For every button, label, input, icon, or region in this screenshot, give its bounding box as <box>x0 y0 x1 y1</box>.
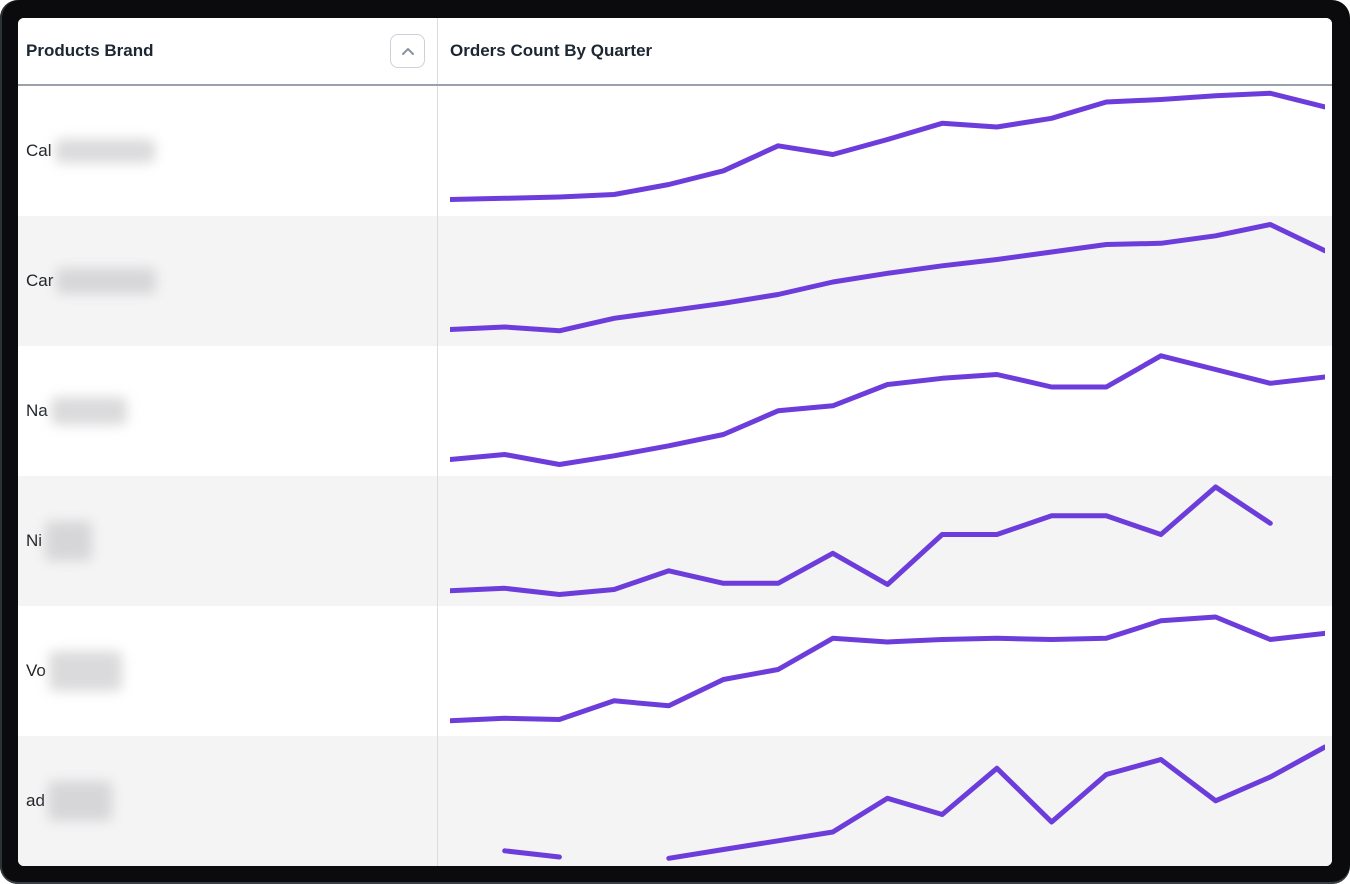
brand-label-text: Na <box>26 401 48 420</box>
sparkline-cell <box>438 476 1332 606</box>
sparkline-chart <box>450 90 1325 202</box>
sparkline-segment <box>450 484 1273 597</box>
brand-label-text: Cal <box>26 141 52 160</box>
column-header-products-brand[interactable]: Products Brand <box>18 18 438 84</box>
redacted-brand-blur <box>50 397 127 425</box>
brand-label-cell: Vo <box>18 606 438 736</box>
brand-label-cell: ad <box>18 736 438 866</box>
table-row: Vo <box>18 606 1332 736</box>
redacted-brand-blur <box>45 521 93 561</box>
table-row: Ni <box>18 476 1332 606</box>
results-table-panel: Products Brand Orders Count By Quarter C… <box>18 18 1332 866</box>
redacted-brand-blur <box>47 781 112 821</box>
column-header-label: Products Brand <box>26 41 154 60</box>
sparkline-segment <box>450 353 1325 467</box>
sparkline-chart <box>450 484 1273 597</box>
brand-label-text: Vo <box>26 661 46 680</box>
sparkline-cell <box>438 736 1332 866</box>
sparkline-cell <box>438 346 1332 476</box>
column-header-label: Orders Count By Quarter <box>450 41 653 60</box>
table-row: ad <box>18 736 1332 866</box>
table-row: Na <box>18 346 1332 476</box>
table-row: Car <box>18 216 1332 346</box>
sparkline-chart <box>450 353 1325 467</box>
brand-label-cell: Cal <box>18 86 438 216</box>
brand-label-cell: Ni <box>18 476 438 606</box>
redacted-brand-blur <box>54 139 155 163</box>
sparkline-chart <box>450 614 1325 724</box>
sparkline-segment <box>502 848 562 860</box>
sparkline-segment <box>450 614 1325 724</box>
brand-label-cell: Na <box>18 346 438 476</box>
table-body: Cal Car Na Ni Vo ad <box>18 86 1332 866</box>
brand-label-text: Car <box>26 271 54 290</box>
sparkline-segment <box>450 90 1325 202</box>
sparkline-cell <box>438 216 1332 346</box>
table-row: Cal <box>18 86 1332 216</box>
sparkline-cell <box>438 606 1332 736</box>
redacted-brand-blur <box>48 651 122 691</box>
sparkline-chart <box>450 222 1325 334</box>
table-header: Products Brand Orders Count By Quarter <box>18 18 1332 86</box>
sparkline-cell <box>438 86 1332 216</box>
sparkline-chart <box>502 744 1325 861</box>
brand-label-cell: Car <box>18 216 438 346</box>
column-header-orders-count-by-quarter[interactable]: Orders Count By Quarter <box>438 18 1332 84</box>
sparkline-segment <box>666 744 1325 861</box>
chevron-up-icon <box>401 47 414 55</box>
brand-label-text: Ni <box>26 531 43 550</box>
brand-label-text: ad <box>26 791 45 810</box>
redacted-brand-blur <box>56 268 157 294</box>
sparkline-segment <box>450 222 1325 334</box>
sort-button[interactable] <box>390 34 425 68</box>
